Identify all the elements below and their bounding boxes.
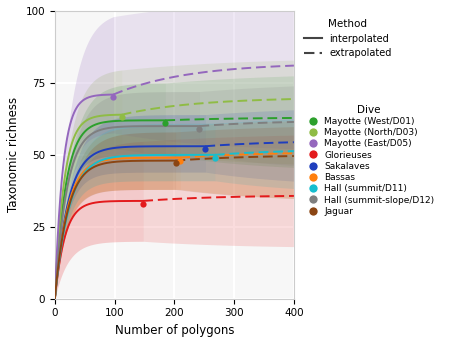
X-axis label: Number of polygons: Number of polygons	[115, 324, 234, 337]
Legend: Mayotte (West/D01), Mayotte (North/D03), Mayotte (East/D05), Glorieuses, Sakalav: Mayotte (West/D01), Mayotte (North/D03),…	[301, 102, 437, 218]
Y-axis label: Taxonomic richness: Taxonomic richness	[7, 97, 20, 213]
